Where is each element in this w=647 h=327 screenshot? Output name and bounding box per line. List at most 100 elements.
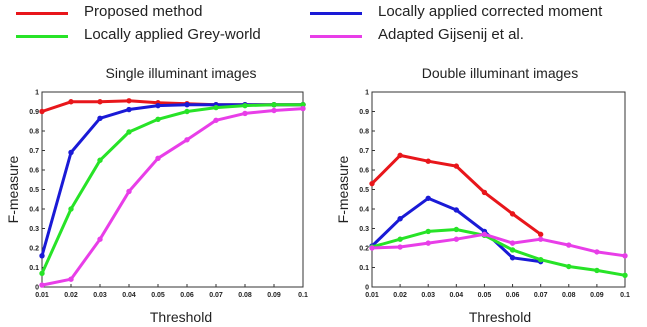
legend-swatch <box>310 35 362 38</box>
y-tick-label: 0.1 <box>359 265 369 272</box>
data-point <box>213 104 219 111</box>
data-point <box>39 282 45 288</box>
series-line <box>40 103 305 275</box>
data-point <box>509 240 516 246</box>
y-tick-label: 0.5 <box>29 187 39 194</box>
data-point <box>126 188 132 195</box>
data-point <box>97 115 103 122</box>
y-tick-label: 0.5 <box>359 187 369 194</box>
data-point <box>425 195 431 201</box>
data-point <box>397 244 403 250</box>
y-tick-label: 0.3 <box>29 226 39 233</box>
x-tick-label: 0.04 <box>122 292 136 299</box>
chart-title: Double illuminant images <box>422 65 578 81</box>
data-point <box>537 257 544 263</box>
legend-label: Adapted Gijsenij et al. <box>378 26 524 43</box>
x-tick-label: 0.03 <box>421 292 435 299</box>
y-tick-label: 1 <box>365 90 369 97</box>
data-point <box>68 206 74 212</box>
data-point <box>39 108 45 115</box>
data-point <box>509 255 516 261</box>
x-tick-label: 0.03 <box>93 292 107 299</box>
x-tick-label: 0.02 <box>393 292 407 299</box>
data-point <box>622 253 628 259</box>
y-tick-label: 0.9 <box>29 109 39 116</box>
data-point <box>481 231 488 238</box>
y-tick-label: 0.3 <box>359 226 369 233</box>
legend-swatch <box>310 12 362 15</box>
data-point <box>68 149 74 156</box>
x-tick-label: 0.1 <box>620 292 630 299</box>
data-point <box>213 117 219 123</box>
x-tick-label: 0.07 <box>534 292 548 299</box>
data-point <box>622 272 628 278</box>
y-tick-label: 0.7 <box>359 148 369 155</box>
data-point <box>453 236 460 242</box>
data-point <box>300 105 306 112</box>
x-tick-label: 0.04 <box>450 292 464 299</box>
y-tick-label: 0.7 <box>29 148 39 155</box>
y-axis-label: F-measure <box>335 155 351 223</box>
y-tick-label: 0.4 <box>29 207 39 214</box>
data-point <box>155 116 161 123</box>
data-point <box>242 110 248 117</box>
y-axis-label: F-measure <box>5 155 21 223</box>
data-point <box>271 101 277 108</box>
data-point <box>594 249 600 255</box>
x-axis-label: Threshold <box>150 309 212 325</box>
data-point <box>481 189 488 196</box>
chart-title: Single illuminant images <box>106 65 257 81</box>
data-point <box>242 102 248 109</box>
data-point <box>184 101 190 108</box>
data-point <box>425 158 431 164</box>
data-point <box>97 157 103 163</box>
y-tick-label: 0.2 <box>359 246 369 253</box>
y-tick-label: 0.6 <box>29 168 39 175</box>
y-tick-label: 0.1 <box>29 265 39 272</box>
data-point <box>39 253 45 259</box>
data-point <box>39 270 45 277</box>
data-point <box>509 247 516 253</box>
data-point <box>369 245 375 251</box>
x-tick-label: 0.08 <box>562 292 576 299</box>
data-point <box>155 102 161 109</box>
data-point <box>453 207 460 213</box>
data-point <box>97 99 103 105</box>
x-axis-label: Threshold <box>469 309 531 325</box>
data-point <box>537 236 544 242</box>
data-point <box>68 276 74 282</box>
legend-label: Locally applied Grey-world <box>84 26 261 43</box>
data-point <box>155 155 161 162</box>
data-point <box>453 163 460 169</box>
x-tick-label: 0.09 <box>590 292 604 299</box>
data-point <box>397 152 403 159</box>
data-point <box>369 180 375 187</box>
legend: Proposed method Locally applied correcte… <box>0 0 647 48</box>
data-point <box>566 242 572 248</box>
y-tick-label: 0 <box>365 285 369 292</box>
x-tick-label: 0.06 <box>506 292 520 299</box>
data-point <box>594 267 600 274</box>
data-point <box>126 98 132 104</box>
data-point <box>184 108 190 115</box>
data-point <box>126 106 132 113</box>
legend-swatch <box>16 35 68 38</box>
x-tick-label: 0.09 <box>267 292 281 299</box>
data-point <box>68 99 74 105</box>
x-tick-label: 0.06 <box>180 292 194 299</box>
y-tick-label: 0.9 <box>359 109 369 116</box>
y-tick-label: 1 <box>35 90 39 97</box>
data-point <box>97 236 103 242</box>
series-line <box>370 232 627 258</box>
y-tick-label: 0.8 <box>29 129 39 136</box>
data-point <box>453 226 460 233</box>
data-point <box>537 231 544 238</box>
y-tick-label: 0.4 <box>359 207 369 214</box>
y-tick-label: 0.8 <box>359 129 369 136</box>
data-point <box>425 240 431 246</box>
data-point <box>184 137 190 143</box>
data-point <box>566 263 572 270</box>
data-point <box>509 211 516 217</box>
series-line <box>370 228 627 277</box>
